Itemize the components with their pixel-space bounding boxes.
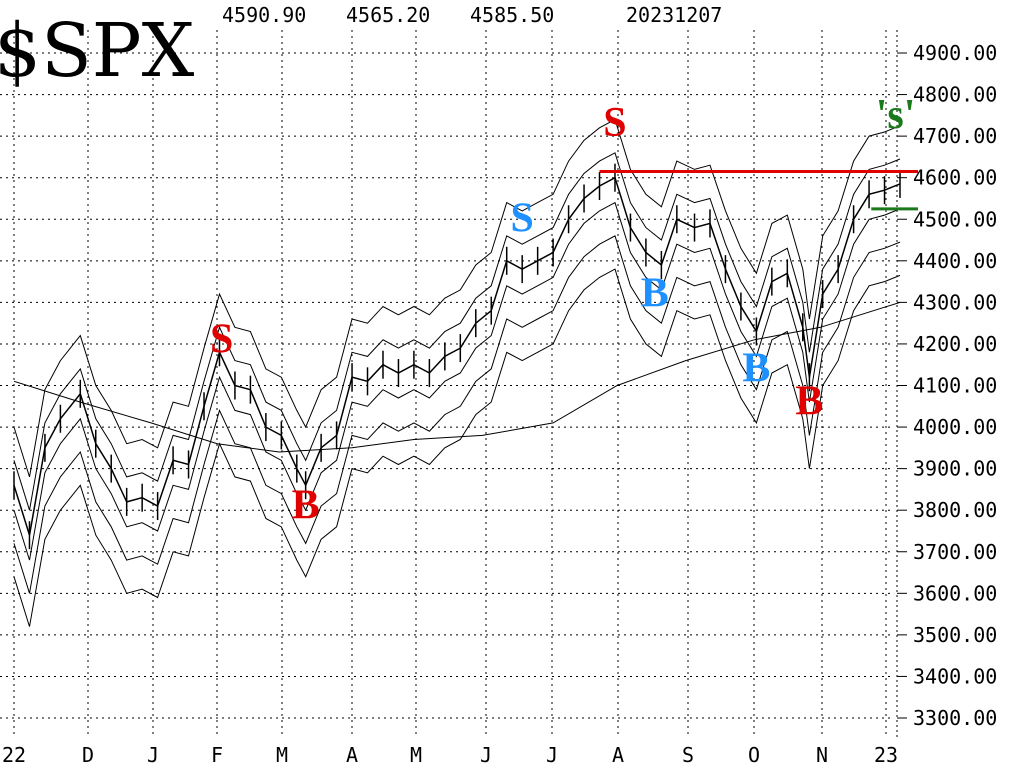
chart-title: $SPX [0, 8, 195, 94]
signal-label: S [210, 316, 233, 362]
signal-label: B [795, 379, 823, 425]
header-low: 4565.20 [346, 3, 430, 27]
envelope-band-line [13, 235, 901, 594]
signal-label: B [292, 483, 320, 529]
y-tick-label: 3700.00 [913, 540, 997, 564]
x-tick-label: O [748, 743, 760, 767]
y-tick-label: 4400.00 [913, 249, 997, 273]
envelope-band-line [13, 118, 901, 478]
x-tick-label: 22 [2, 743, 26, 767]
x-tick-label: M [276, 743, 288, 767]
signal-label: 's' [876, 92, 916, 138]
signal-label: S [603, 100, 626, 146]
y-tick-label: 3800.00 [913, 498, 997, 522]
signal-label: B [641, 271, 669, 317]
header-date: 20231207 [626, 3, 722, 27]
x-tick-label: F [211, 743, 223, 767]
signal-label: B [742, 345, 770, 391]
y-tick-label: 3600.00 [913, 581, 997, 605]
envelope-band-line [13, 268, 901, 627]
y-tick-label: 4700.00 [913, 124, 997, 148]
x-tick-label: D [82, 743, 94, 767]
x-tick-label: J [147, 743, 159, 767]
y-tick-label: 3400.00 [913, 664, 997, 688]
x-tick-label: J [480, 743, 492, 767]
y-tick-label: 4800.00 [913, 83, 997, 107]
envelope-band-line [13, 201, 901, 561]
x-tick-label: N [816, 743, 828, 767]
y-tick-label: 4200.00 [913, 332, 997, 356]
moving-average-line [13, 301, 901, 453]
x-tick-label: M [410, 743, 422, 767]
y-tick-label: 4300.00 [913, 290, 997, 314]
gridlines [0, 30, 898, 739]
y-tick-label: 3900.00 [913, 457, 997, 481]
envelope-bands [13, 118, 901, 627]
x-tick-label: A [612, 743, 624, 767]
x-tick-label: 23 [874, 743, 898, 767]
y-tick-label: 4100.00 [913, 374, 997, 398]
price-series [13, 163, 901, 550]
y-tick-label: 4600.00 [913, 166, 997, 190]
signal-label: S [510, 196, 533, 242]
header-close: 4585.50 [470, 3, 554, 27]
x-tick-label: S [682, 743, 694, 767]
y-tick-label: 4000.00 [913, 415, 997, 439]
reference-lines [599, 169, 918, 211]
y-tick-label: 4900.00 [913, 41, 997, 65]
y-tick-label: 3300.00 [913, 706, 997, 730]
y-tick-label: 4500.00 [913, 207, 997, 231]
x-tick-label: J [546, 743, 558, 767]
axis-labels: 4900.00 4800.00 4700.00 4600.00 4500.00 4400.… [2, 41, 997, 767]
y-tick-label: 3500.00 [913, 623, 997, 647]
x-tick-label: A [346, 743, 358, 767]
envelope-band-line [13, 152, 901, 511]
header-high: 4590.90 [222, 3, 306, 27]
